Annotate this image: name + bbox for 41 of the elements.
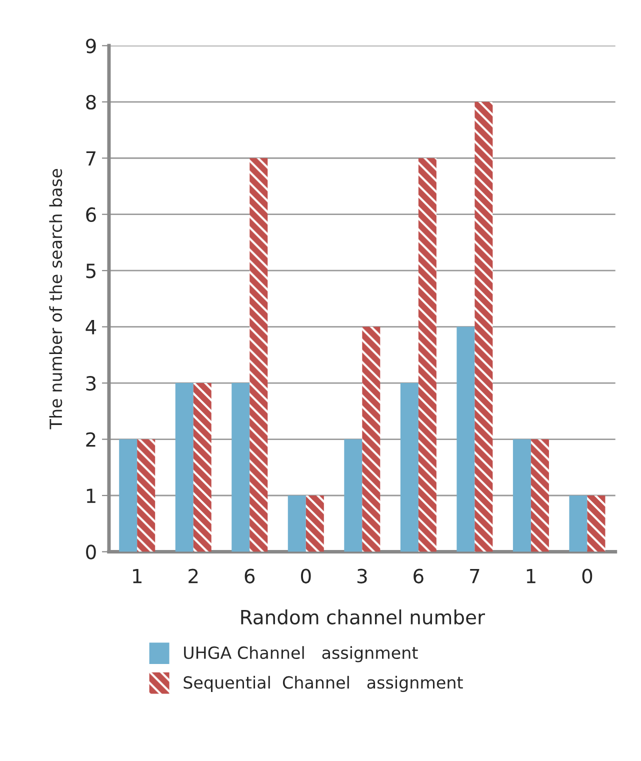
- bar: [569, 495, 588, 552]
- bar: [456, 326, 475, 552]
- x-tick-label: 0: [300, 568, 311, 584]
- x-tick-label: 0: [582, 568, 592, 584]
- bar: [512, 439, 531, 552]
- y-tick-label: 6: [86, 207, 96, 222]
- x-tick-label: 2: [188, 568, 198, 584]
- x-tick-label: 1: [526, 568, 536, 584]
- y-tick-label: 1: [86, 488, 96, 503]
- x-tick-label: 7: [470, 568, 480, 584]
- y-axis-title: The number of the search base: [49, 169, 62, 430]
- y-tick-label: 9: [86, 38, 96, 54]
- bar: [418, 158, 436, 552]
- y-tick-label: 3: [86, 376, 96, 391]
- legend-label: UHGA Channel assignment: [184, 646, 418, 662]
- bar: [250, 158, 268, 552]
- x-axis-title: Random channel number: [241, 609, 486, 624]
- y-tick-label: 5: [86, 264, 96, 278]
- bar: [288, 495, 306, 552]
- legend-label: Sequential Channel assignment: [184, 676, 463, 692]
- y-tick-label: 2: [86, 432, 96, 447]
- bar: [362, 326, 380, 552]
- x-tick-label: 6: [414, 568, 424, 584]
- bar: [306, 495, 324, 552]
- bar: [119, 439, 138, 552]
- y-tick-label: 0: [86, 544, 96, 560]
- bar: [344, 439, 362, 552]
- y-tick-label: 7: [86, 151, 96, 166]
- bar: [474, 102, 493, 552]
- bar: [175, 383, 194, 552]
- bar: [530, 439, 549, 552]
- y-tick-label: 8: [86, 94, 96, 110]
- y-tick-label: 4: [86, 320, 96, 334]
- x-tick-label: 6: [244, 568, 255, 584]
- bar: [232, 383, 250, 552]
- bar: [193, 383, 212, 552]
- bar: [587, 495, 606, 552]
- x-tick-label: 1: [133, 568, 142, 584]
- bar: [400, 383, 418, 552]
- x-tick-label: 3: [357, 568, 367, 584]
- bar: [137, 439, 156, 552]
